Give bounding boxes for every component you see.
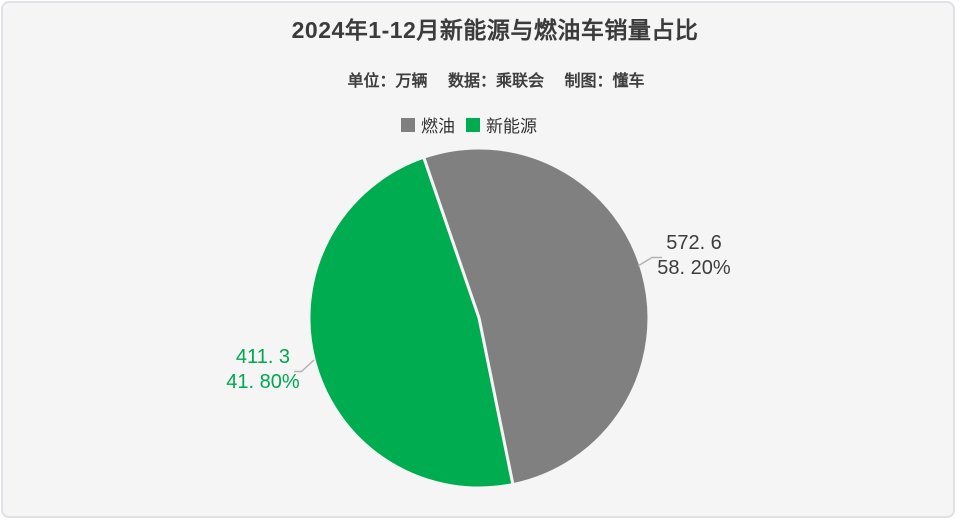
slice-percent-fuel: 58. 20% bbox=[657, 257, 731, 279]
label-line-nev bbox=[294, 359, 315, 373]
chart-title: 2024年1-12月新能源与燃油车销量占比 bbox=[291, 17, 699, 43]
pie-slice-燃油 bbox=[422, 146, 651, 487]
legend-item-fuel: 燃油 bbox=[401, 112, 455, 137]
pie-slices bbox=[307, 146, 651, 490]
legend-swatch-fuel-icon bbox=[401, 117, 415, 132]
slice-percent-nev: 41. 80% bbox=[226, 371, 300, 393]
legend: 燃油 新能源 bbox=[3, 112, 944, 137]
slice-label-fuel: 572. 6 58. 20% bbox=[657, 231, 730, 281]
legend-label-nev: 新能源 bbox=[486, 117, 537, 136]
legend-label-fuel: 燃油 bbox=[421, 117, 455, 136]
slice-value-nev: 411. 3 bbox=[235, 346, 291, 368]
pie-slice-新能源 bbox=[307, 155, 515, 490]
label-line-fuel bbox=[637, 256, 662, 267]
slice-value-fuel: 572. 6 bbox=[666, 232, 722, 254]
legend-item-nev: 新能源 bbox=[466, 112, 537, 137]
pie-chart bbox=[294, 146, 662, 490]
chart-subtitle: 单位：万辆 数据：乘联会 制图：懂车 bbox=[347, 73, 645, 90]
legend-swatch-nev-icon bbox=[466, 117, 480, 132]
slice-label-nev: 411. 3 41. 80% bbox=[226, 345, 299, 395]
